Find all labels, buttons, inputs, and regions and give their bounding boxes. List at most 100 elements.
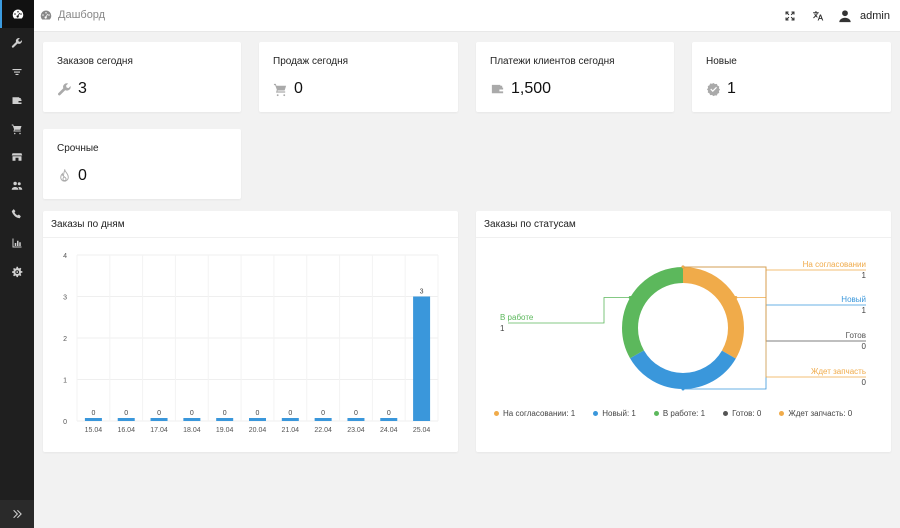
- legend-item[interactable]: В работе: 1: [653, 409, 706, 418]
- legend-label: В работе: 1: [662, 409, 706, 418]
- sidebar-item-store[interactable]: [0, 143, 34, 171]
- pie-slice[interactable]: [622, 267, 744, 389]
- leader-dot: [734, 296, 738, 299]
- badge-check-icon: [706, 82, 721, 96]
- bar[interactable]: [413, 296, 431, 422]
- bar[interactable]: [117, 418, 135, 421]
- slice-label: Новый: [841, 295, 866, 304]
- phone-icon: [11, 209, 21, 219]
- breadcrumb: Дашборд: [40, 9, 105, 21]
- bar-value-label: 0: [354, 410, 358, 417]
- user-icon: [839, 10, 851, 23]
- legend-dot: [779, 411, 785, 416]
- legend-item[interactable]: Готов: 0: [723, 409, 761, 418]
- bar-value-label: 0: [387, 410, 391, 417]
- breadcrumb-label[interactable]: Дашборд: [58, 9, 106, 21]
- slice-label: Ждет запчасть: [811, 367, 866, 376]
- dashboard-icon: [12, 9, 24, 19]
- legend-dot: [653, 411, 659, 416]
- orders-by-day-chart: 0 1 2 3 4 0 15.04 0 16.04 0 17.04 0 18.04 0 19.04 0 20.0…: [63, 253, 439, 434]
- sidebar-item-filters[interactable]: [0, 58, 34, 86]
- x-tick-label: 21.04: [282, 427, 300, 434]
- sidebar-item-orders[interactable]: [0, 29, 34, 57]
- bar-value-label: 0: [157, 410, 161, 417]
- slice-value: 1: [862, 271, 867, 280]
- stat-title: Заказов сегодня: [57, 56, 133, 67]
- user-menu[interactable]: admin: [838, 9, 890, 23]
- sidebar-item-dashboard[interactable]: [0, 0, 34, 28]
- bar[interactable]: [347, 418, 365, 421]
- leader-dot: [681, 265, 685, 269]
- slice-value: 0: [862, 342, 867, 351]
- stat-title: Продаж сегодня: [273, 56, 349, 67]
- orders-by-status-chart: На согласовании 1 Новый 1 В работе 1 Готов 0 Жде…: [500, 260, 867, 391]
- legend-label: Ждет запчасть: 0: [788, 409, 853, 418]
- bar-value-label: 0: [321, 410, 325, 417]
- bar-value-label: 3: [420, 289, 424, 296]
- sidebar-item-settings[interactable]: [0, 258, 34, 286]
- leader-line: [508, 297, 631, 324]
- legend-dot: [723, 411, 729, 416]
- legend-label: Новый: 1: [602, 409, 636, 418]
- translate-button[interactable]: [804, 8, 832, 24]
- stat-value: 1: [727, 80, 736, 97]
- bar[interactable]: [281, 418, 299, 421]
- stat-card-urgent: Срочные 0: [43, 129, 241, 199]
- users-icon: [11, 181, 23, 190]
- leader-dot: [681, 387, 685, 391]
- y-tick-label: 1: [63, 378, 67, 385]
- sidebar: [0, 0, 34, 528]
- legend-dot: [593, 411, 599, 416]
- x-tick-label: 19.04: [216, 427, 234, 434]
- bar-chart-icon: [12, 238, 22, 248]
- slice-value: 0: [862, 378, 867, 387]
- wallet-icon: [491, 84, 504, 93]
- dashboard-icon: [40, 10, 52, 20]
- bar[interactable]: [380, 418, 398, 421]
- bar-value-label: 0: [91, 410, 95, 417]
- sidebar-expand-button[interactable]: [0, 500, 34, 528]
- bar[interactable]: [84, 418, 102, 421]
- legend-item[interactable]: Новый: 1: [593, 409, 636, 418]
- sidebar-item-reports[interactable]: [0, 229, 34, 257]
- gear-icon: [12, 266, 23, 278]
- stat-card-client-payments: Платежи клиентов сегодня 1,500: [476, 42, 674, 112]
- bar-value-label: 0: [223, 410, 227, 417]
- bar-value-label: 0: [288, 410, 292, 417]
- x-tick-label: 16.04: [117, 427, 135, 434]
- stat-card-orders-today: Заказов сегодня 3: [43, 42, 241, 112]
- y-tick-label: 3: [63, 295, 67, 302]
- legend-item[interactable]: Ждет запчасть: 0: [779, 409, 852, 418]
- leader-line: [683, 266, 866, 378]
- sidebar-item-payments[interactable]: [0, 87, 34, 115]
- bar[interactable]: [216, 418, 234, 421]
- sidebar-item-calls[interactable]: [0, 200, 34, 228]
- leader-dot: [628, 296, 632, 299]
- y-tick-label: 4: [63, 253, 67, 260]
- slice-label: В работе: [500, 313, 534, 322]
- stat-value: 0: [294, 80, 303, 97]
- user-name: admin: [860, 10, 890, 22]
- panel-title: Заказы по статусам: [484, 219, 576, 230]
- bar[interactable]: [150, 418, 168, 421]
- x-tick-label: 18.04: [183, 427, 201, 434]
- x-tick-label: 25.04: [413, 427, 431, 434]
- pie-slice[interactable]: [622, 267, 744, 389]
- bar[interactable]: [183, 418, 201, 421]
- top-header: Дашборд admin: [34, 0, 900, 32]
- sidebar-item-sales[interactable]: [0, 115, 34, 143]
- bar[interactable]: [314, 418, 332, 421]
- leader-line: [735, 269, 866, 298]
- cart-icon: [273, 83, 287, 96]
- x-tick-label: 24.04: [380, 427, 398, 434]
- stat-title: Новые: [706, 56, 737, 67]
- fullscreen-button[interactable]: [776, 8, 804, 24]
- bar[interactable]: [249, 418, 266, 421]
- stat-value: 0: [78, 167, 87, 184]
- orders-by-status-panel: Заказы по статусам На согласовании 1 Новый…: [476, 211, 891, 452]
- legend-item[interactable]: На согласовании: 1: [494, 409, 575, 418]
- sidebar-item-clients[interactable]: [0, 172, 34, 200]
- stat-card-sales-today: Продаж сегодня 0: [259, 42, 458, 112]
- x-tick-label: 23.04: [347, 427, 365, 434]
- filter-icon: [12, 69, 22, 75]
